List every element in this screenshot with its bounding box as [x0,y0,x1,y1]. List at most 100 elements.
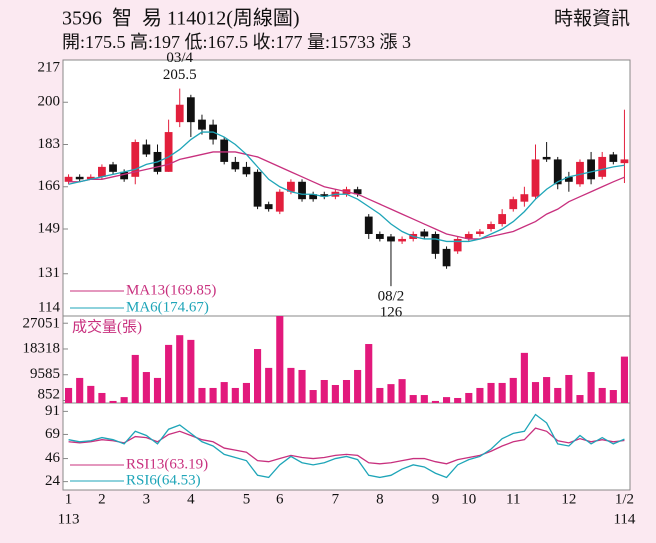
candle-body [186,97,195,123]
volume-bar [153,377,162,403]
volume-bar [131,354,139,403]
volume-bar [198,387,206,403]
volume-bar [498,382,506,403]
y-tick-label: 852 [38,386,61,402]
x-tick-label: 2 [98,491,106,507]
candle-body [431,233,440,254]
candle-body [520,194,529,202]
x-tick-label: 1 [65,491,73,507]
volume-bar [176,335,184,403]
volume-bar [265,367,273,403]
volume-bar [109,400,117,403]
y-tick-label: 131 [38,265,61,281]
line [68,151,625,240]
candle-body [509,199,518,210]
candle-body [109,164,117,172]
volume-bar [543,377,551,403]
volume-bar [609,390,617,403]
x-tick-label: 10 [461,491,476,507]
plot-area [62,59,631,491]
chart-subtitle: 開:175.5 高:197 低:167.5 收:177 量:15733 漲 3 [62,32,411,52]
volume-bar [398,379,406,403]
x-tick-label: 11 [506,491,520,507]
candle-body [86,176,95,180]
annotation-value: 126 [380,305,403,321]
volume-bar [142,372,150,403]
volume-bar [598,387,606,403]
candle-body [142,144,151,155]
y-tick-label: 91 [45,403,60,419]
candle-body [375,233,384,239]
volume-bar [587,372,595,403]
volume-bar [87,385,95,403]
volume-bar [220,382,228,403]
candle-body [487,224,495,230]
volume-bar [254,349,262,403]
candle-body [320,194,329,197]
volume-bar [531,382,540,403]
candle-body [576,161,584,185]
volume-bar [487,382,495,403]
candle-body [620,159,629,164]
candle-body [242,166,251,175]
candle-body [598,156,607,177]
y-tick-label: 24 [45,473,61,489]
annotation-value: 205.5 [163,67,197,83]
candle-body [442,248,451,267]
volume-bar [409,395,417,403]
volume-bar [620,356,628,403]
y-tick-label: 200 [38,94,61,110]
x-tick-label: 1/2 [615,491,634,507]
candle-body [364,216,373,234]
candle-body [131,142,140,177]
volume-bar [98,392,106,403]
x-tick-label: 8 [376,491,384,507]
annotation-date: 08/2 [378,289,405,305]
volume-bar [298,369,306,403]
y-tick-label: 9585 [30,366,60,382]
y-tick-label: 27051 [23,315,61,331]
candle-body [453,238,462,252]
volume-bar [242,382,250,403]
y-tick-label: 114 [38,299,60,315]
legend-label: RSI6(64.53) [126,472,201,488]
candle-body [75,176,84,180]
candle-body [353,189,362,195]
volume-bar [331,385,339,403]
volume-bar [342,379,351,403]
volume-bar [187,339,195,403]
legend-label: MA13(169.85) [126,282,216,298]
x-tick-label: 12 [561,491,576,507]
candle-body [231,161,240,170]
volume-bar [576,395,584,403]
candle-body [420,231,429,237]
line [68,413,625,479]
candle-body [120,171,129,180]
candle-body [298,181,306,200]
x-tick-label: 9 [432,491,440,507]
volume-bar [354,369,362,403]
volume-bar [509,377,517,403]
y-tick-label: 149 [38,220,61,236]
legend-label: MA6(174.67) [126,299,209,315]
volume-bar [76,377,84,403]
volume-bar [420,395,428,403]
volume-bar [465,392,473,403]
volume-bar [365,344,373,403]
volume-bar [387,384,395,403]
y-tick-label: 183 [38,136,61,152]
x-tick-label-year: 113 [58,511,80,527]
candle-body [198,119,206,130]
candle-body [553,159,562,185]
legend-label: RSI13(63.19) [126,456,208,472]
volume-bar [309,390,317,403]
candle-body [476,231,484,234]
candle-body [164,132,173,172]
source: 時報資訊 [554,7,630,29]
candle-body [542,156,551,160]
x-tick-label: 5 [243,491,251,507]
volume-bar [287,367,295,403]
volume-bar [376,387,384,403]
volume-bar [565,374,573,403]
